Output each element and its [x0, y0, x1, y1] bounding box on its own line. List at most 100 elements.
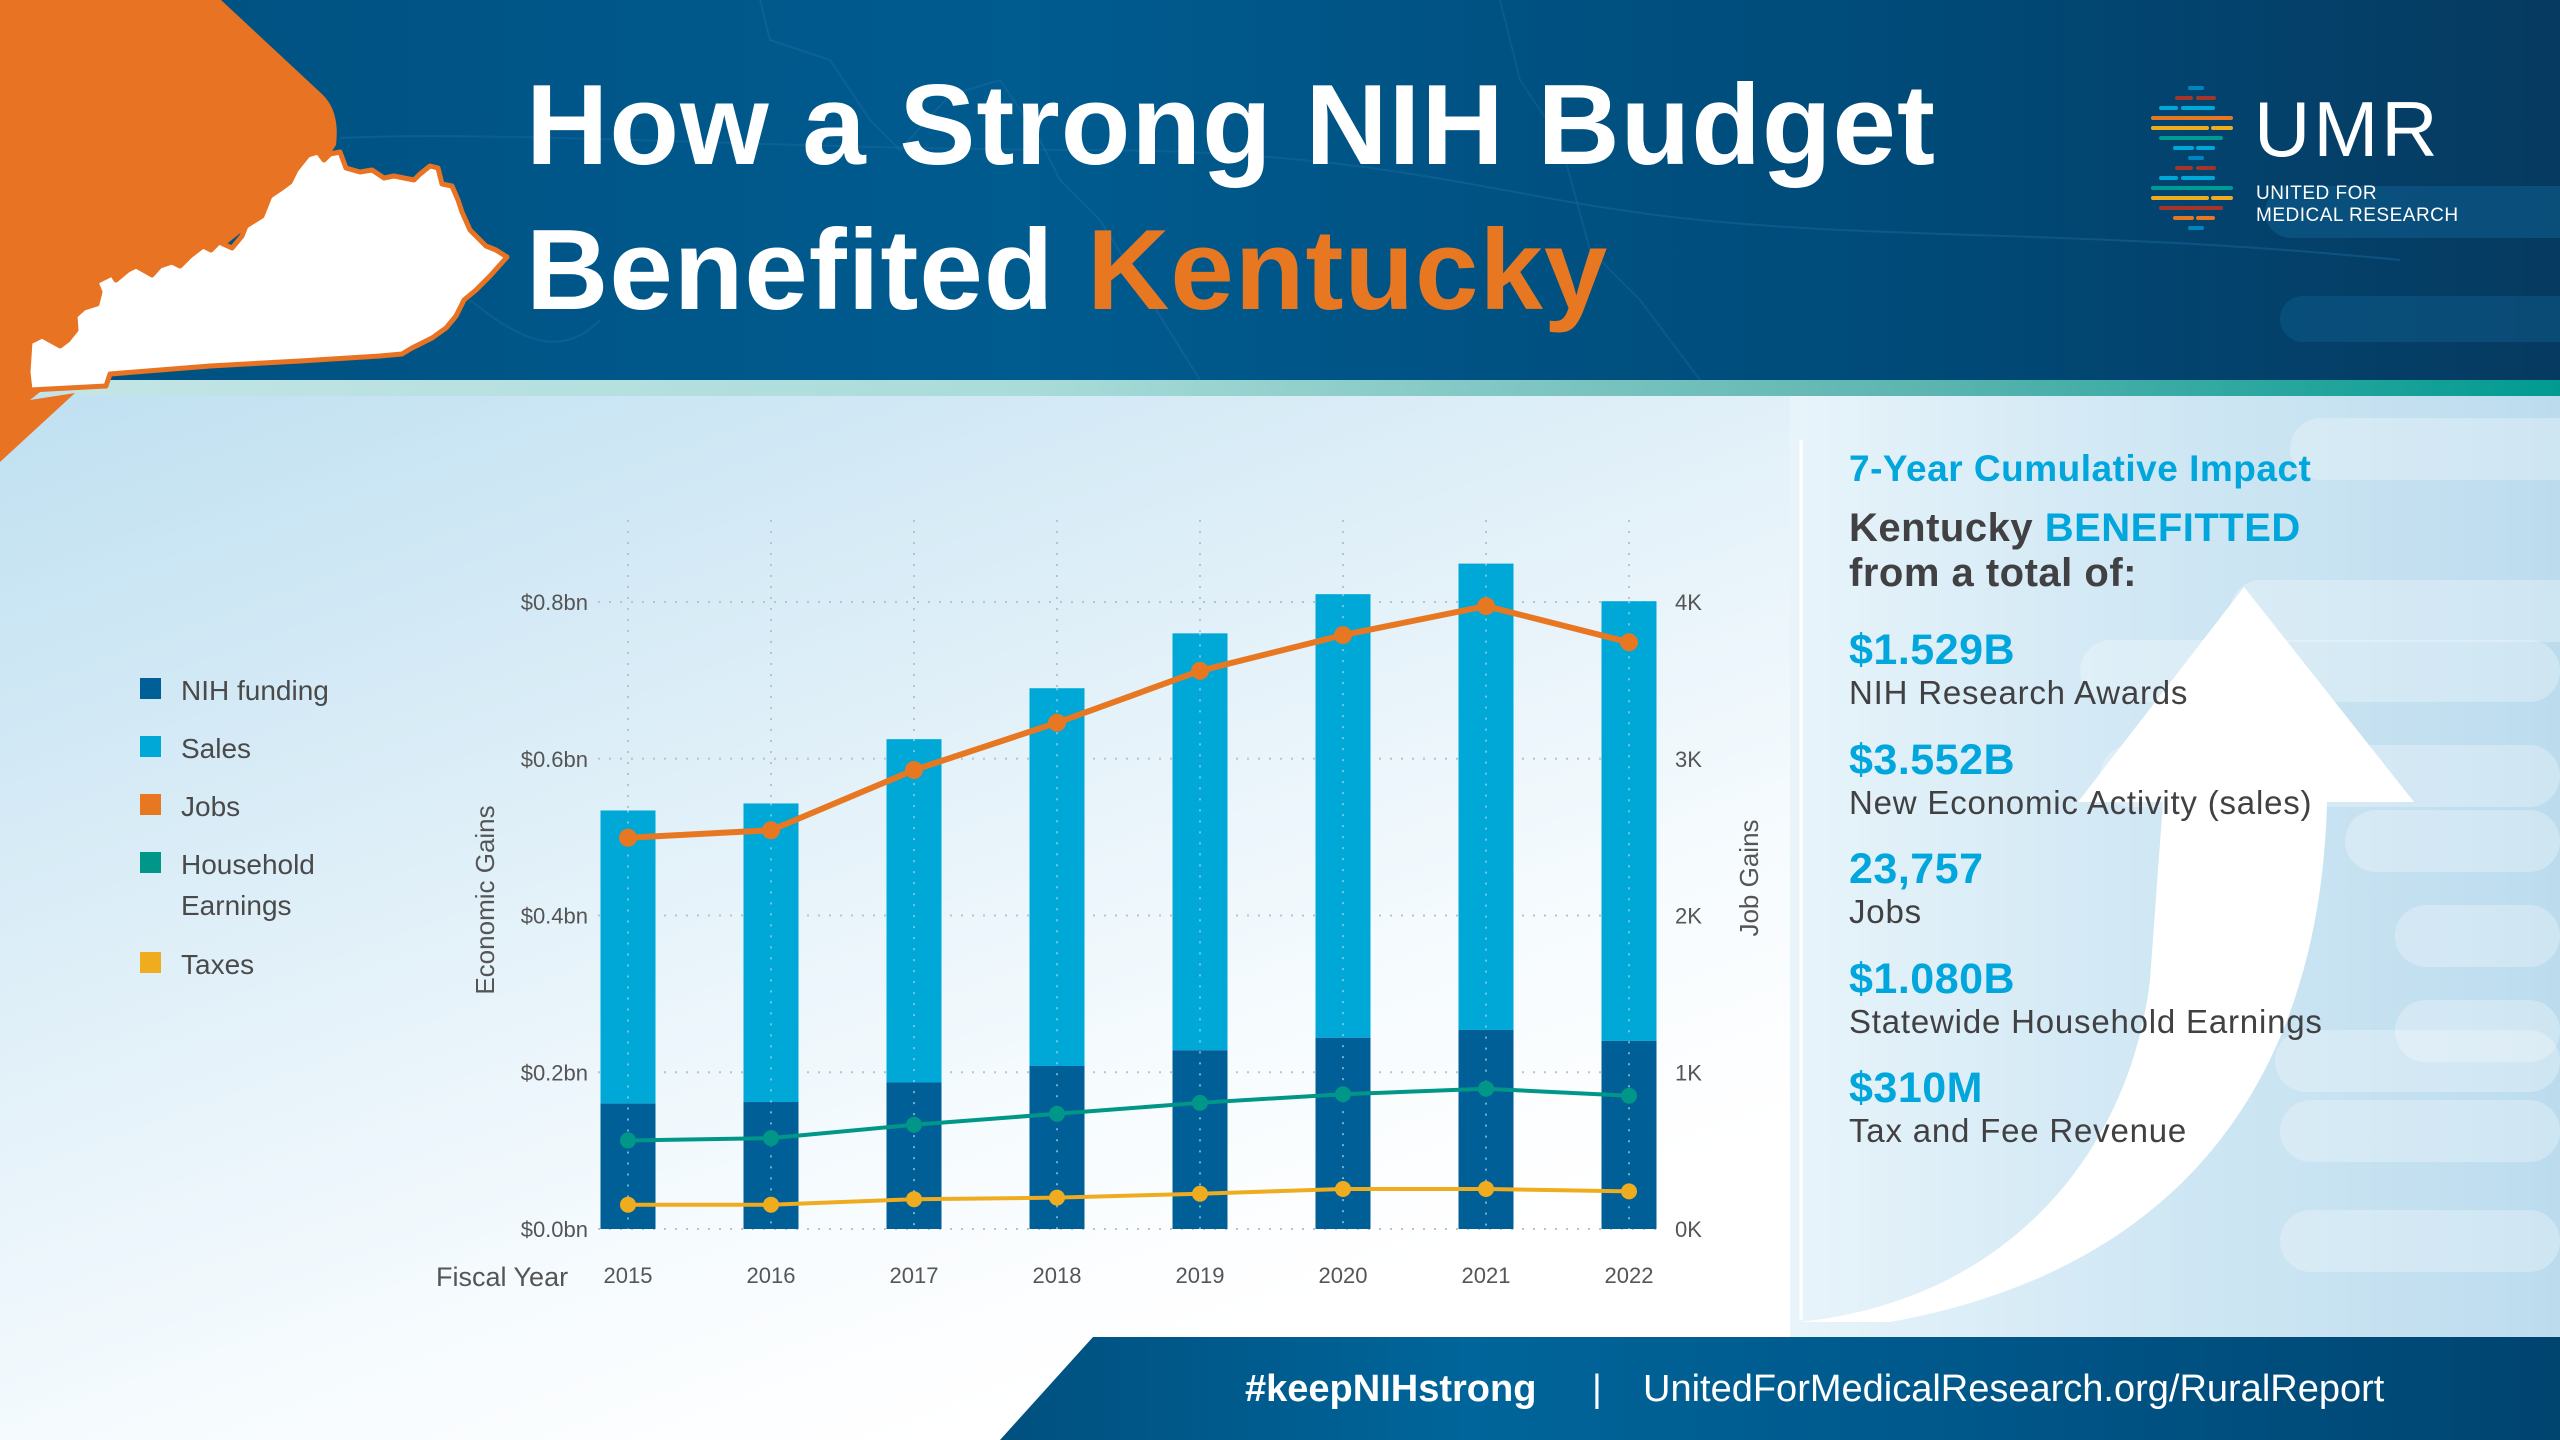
point-household-earnings: [1049, 1105, 1065, 1122]
y2-tick-label: 2K: [1675, 904, 1702, 929]
legend-item-sales: Sales: [140, 728, 351, 786]
legend-swatch: [140, 736, 161, 757]
impact-stat-label: Tax and Fee Revenue: [1849, 1112, 2188, 1149]
impact-intro-state: Kentucky: [1849, 506, 2034, 550]
title-state: Kentucky: [1087, 207, 1609, 334]
legend-swatch: [140, 678, 161, 699]
point-jobs: [762, 821, 780, 840]
line-jobs: [627, 603, 1630, 841]
x-tick-label: 2017: [890, 1263, 939, 1288]
legend-item-nih-funding: NIH funding: [140, 670, 351, 728]
kentucky-outline-icon: [0, 0, 510, 462]
point-taxes: [1192, 1185, 1208, 1202]
point-household-earnings: [1478, 1080, 1494, 1097]
legend-item-household-earnings: Household Earnings: [140, 844, 351, 944]
point-jobs: [1048, 713, 1066, 732]
point-taxes: [906, 1191, 922, 1208]
point-household-earnings: [620, 1132, 636, 1149]
x-tick-label: 2020: [1319, 1263, 1368, 1288]
y2-tick-label: 1K: [1675, 1060, 1702, 1085]
impact-stat-label: Statewide Household Earnings: [1849, 1003, 2323, 1040]
logo-line2: MEDICAL RESEARCH: [2256, 205, 2459, 226]
point-household-earnings: [763, 1130, 779, 1147]
impact-intro-line2: from a total of:: [1849, 551, 2137, 595]
page-title-line2: Benefited Kentucky: [526, 205, 1608, 336]
impact-stat-value: $1.080B: [1849, 955, 2016, 1003]
legend-swatch: [140, 852, 161, 873]
impact-intro-accent: BENEFITTED: [2044, 506, 2301, 550]
decor-pill: [2345, 810, 2560, 872]
y2-tick-label: 3K: [1675, 747, 1702, 772]
y-tick-label: $0.8bn: [521, 590, 588, 615]
bar-sales: [1172, 633, 1228, 1051]
logo-abbr: UMR: [2254, 85, 2441, 173]
footer-link[interactable]: UnitedForMedicalResearch.org/RuralReport: [1643, 1368, 2385, 1410]
y-tick-label: $0.4bn: [521, 904, 588, 929]
x-tick-label: 2016: [747, 1263, 796, 1288]
impact-heading: 7-Year Cumulative Impact: [1849, 448, 2312, 489]
legend-label: Jobs: [181, 791, 241, 822]
point-jobs: [619, 828, 637, 847]
impact-stat-label: NIH Research Awards: [1849, 674, 2189, 711]
legend-swatch: [140, 794, 161, 815]
y2-tick-label: 0K: [1675, 1217, 1702, 1242]
legend-item-taxes: Taxes: [140, 944, 351, 1002]
footer-hashtag[interactable]: #keepNIHstrong: [1245, 1368, 1537, 1410]
legend-swatch: [140, 952, 161, 973]
bar-sales: [886, 739, 942, 1083]
point-taxes: [1621, 1183, 1637, 1200]
decor-pill: [2275, 1030, 2560, 1092]
header-stripe: [0, 380, 2560, 396]
x-axis-title: Fiscal Year: [436, 1262, 568, 1292]
point-household-earnings: [1621, 1087, 1637, 1104]
decor-pill: [2395, 905, 2560, 967]
bar-sales: [1601, 601, 1657, 1041]
point-taxes: [763, 1196, 779, 1213]
point-jobs: [1191, 661, 1209, 680]
bar-sales: [600, 810, 656, 1104]
legend-item-jobs: Jobs: [140, 786, 351, 844]
y-tick-label: $0.2bn: [521, 1060, 588, 1085]
impact-stat-label: Jobs: [1849, 893, 1922, 930]
point-household-earnings: [1335, 1086, 1351, 1103]
legend-label: Sales: [181, 733, 252, 764]
impact-stat-value: $1.529B: [1849, 626, 2016, 674]
line-household-earnings: [627, 1086, 1630, 1143]
decor-pill: [2280, 1210, 2560, 1272]
y2-axis-title: Job Gains: [1734, 819, 1764, 936]
y2-tick-label: 4K: [1675, 590, 1702, 615]
point-jobs: [1334, 626, 1352, 645]
point-taxes: [620, 1196, 636, 1213]
x-tick-label: 2018: [1033, 1263, 1082, 1288]
x-tick-label: 2022: [1605, 1263, 1654, 1288]
decor-pill: [2395, 1000, 2560, 1062]
footer-banner: [1000, 1337, 2560, 1440]
decor-pill: [2230, 580, 2560, 642]
impact-stat-value: $310M: [1849, 1064, 1983, 1112]
bar-sales: [743, 803, 799, 1103]
legend-label: NIH funding: [181, 675, 329, 706]
logo-line1: UNITED FOR: [2256, 183, 2378, 204]
impact-stat-value: $3.552B: [1849, 736, 2016, 784]
map-lines-decor: [339, 0, 2560, 380]
point-jobs: [1477, 597, 1495, 616]
point-household-earnings: [906, 1116, 922, 1133]
legend-label: Household Earnings: [181, 849, 315, 921]
x-tick-label: 2015: [604, 1263, 653, 1288]
umr-logo-icon: [2151, 86, 2233, 230]
chart-legend: NIH funding Sales Jobs Household Earning…: [140, 670, 351, 1002]
line-taxes: [628, 1187, 1630, 1207]
y-tick-label: $0.0bn: [521, 1217, 588, 1242]
point-jobs: [905, 761, 923, 780]
point-household-earnings: [1192, 1094, 1208, 1111]
y-axis-title: Economic Gains: [470, 805, 500, 994]
decor-pill: [2280, 1100, 2560, 1162]
legend-label: Taxes: [181, 949, 255, 980]
footer-separator: |: [1592, 1368, 1602, 1410]
page-title-line1: How a Strong NIH Budget: [526, 62, 1936, 189]
impact-stat-label: New Economic Activity (sales): [1849, 784, 2313, 821]
point-taxes: [1335, 1181, 1351, 1198]
impact-intro: Kentucky BENEFITTED: [1849, 506, 2301, 551]
